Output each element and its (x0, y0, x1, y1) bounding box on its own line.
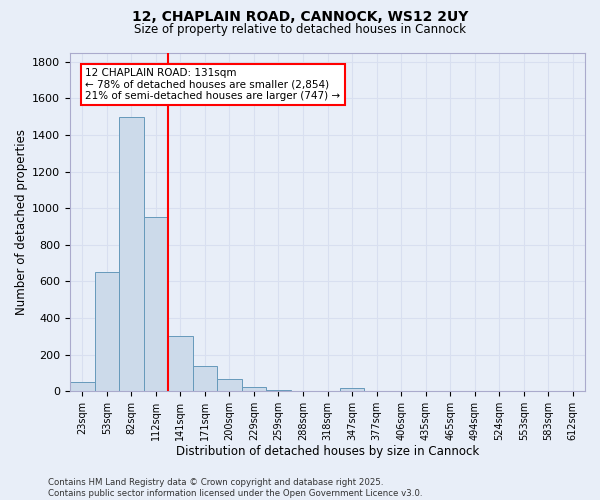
Bar (193, 366, 217, 391)
Bar (217, 380, 242, 391)
Text: Contains HM Land Registry data © Crown copyright and database right 2025.
Contai: Contains HM Land Registry data © Crown c… (48, 478, 422, 498)
X-axis label: Distribution of detached houses by size in Cannock: Distribution of detached houses by size … (176, 444, 479, 458)
Bar (95, 272, 119, 391)
Bar (168, 336, 193, 391)
Bar (266, 390, 291, 391)
Bar (340, 388, 364, 391)
Text: 12 CHAPLAIN ROAD: 131sqm
← 78% of detached houses are smaller (2,854)
21% of sem: 12 CHAPLAIN ROAD: 131sqm ← 78% of detach… (85, 68, 341, 101)
Text: 12, CHAPLAIN ROAD, CANNOCK, WS12 2UY: 12, CHAPLAIN ROAD, CANNOCK, WS12 2UY (132, 10, 468, 24)
Bar (70, 382, 95, 391)
Bar (119, 116, 143, 391)
Y-axis label: Number of detached properties: Number of detached properties (15, 129, 28, 315)
Text: Size of property relative to detached houses in Cannock: Size of property relative to detached ho… (134, 22, 466, 36)
Bar (143, 218, 168, 391)
Bar (242, 387, 266, 391)
